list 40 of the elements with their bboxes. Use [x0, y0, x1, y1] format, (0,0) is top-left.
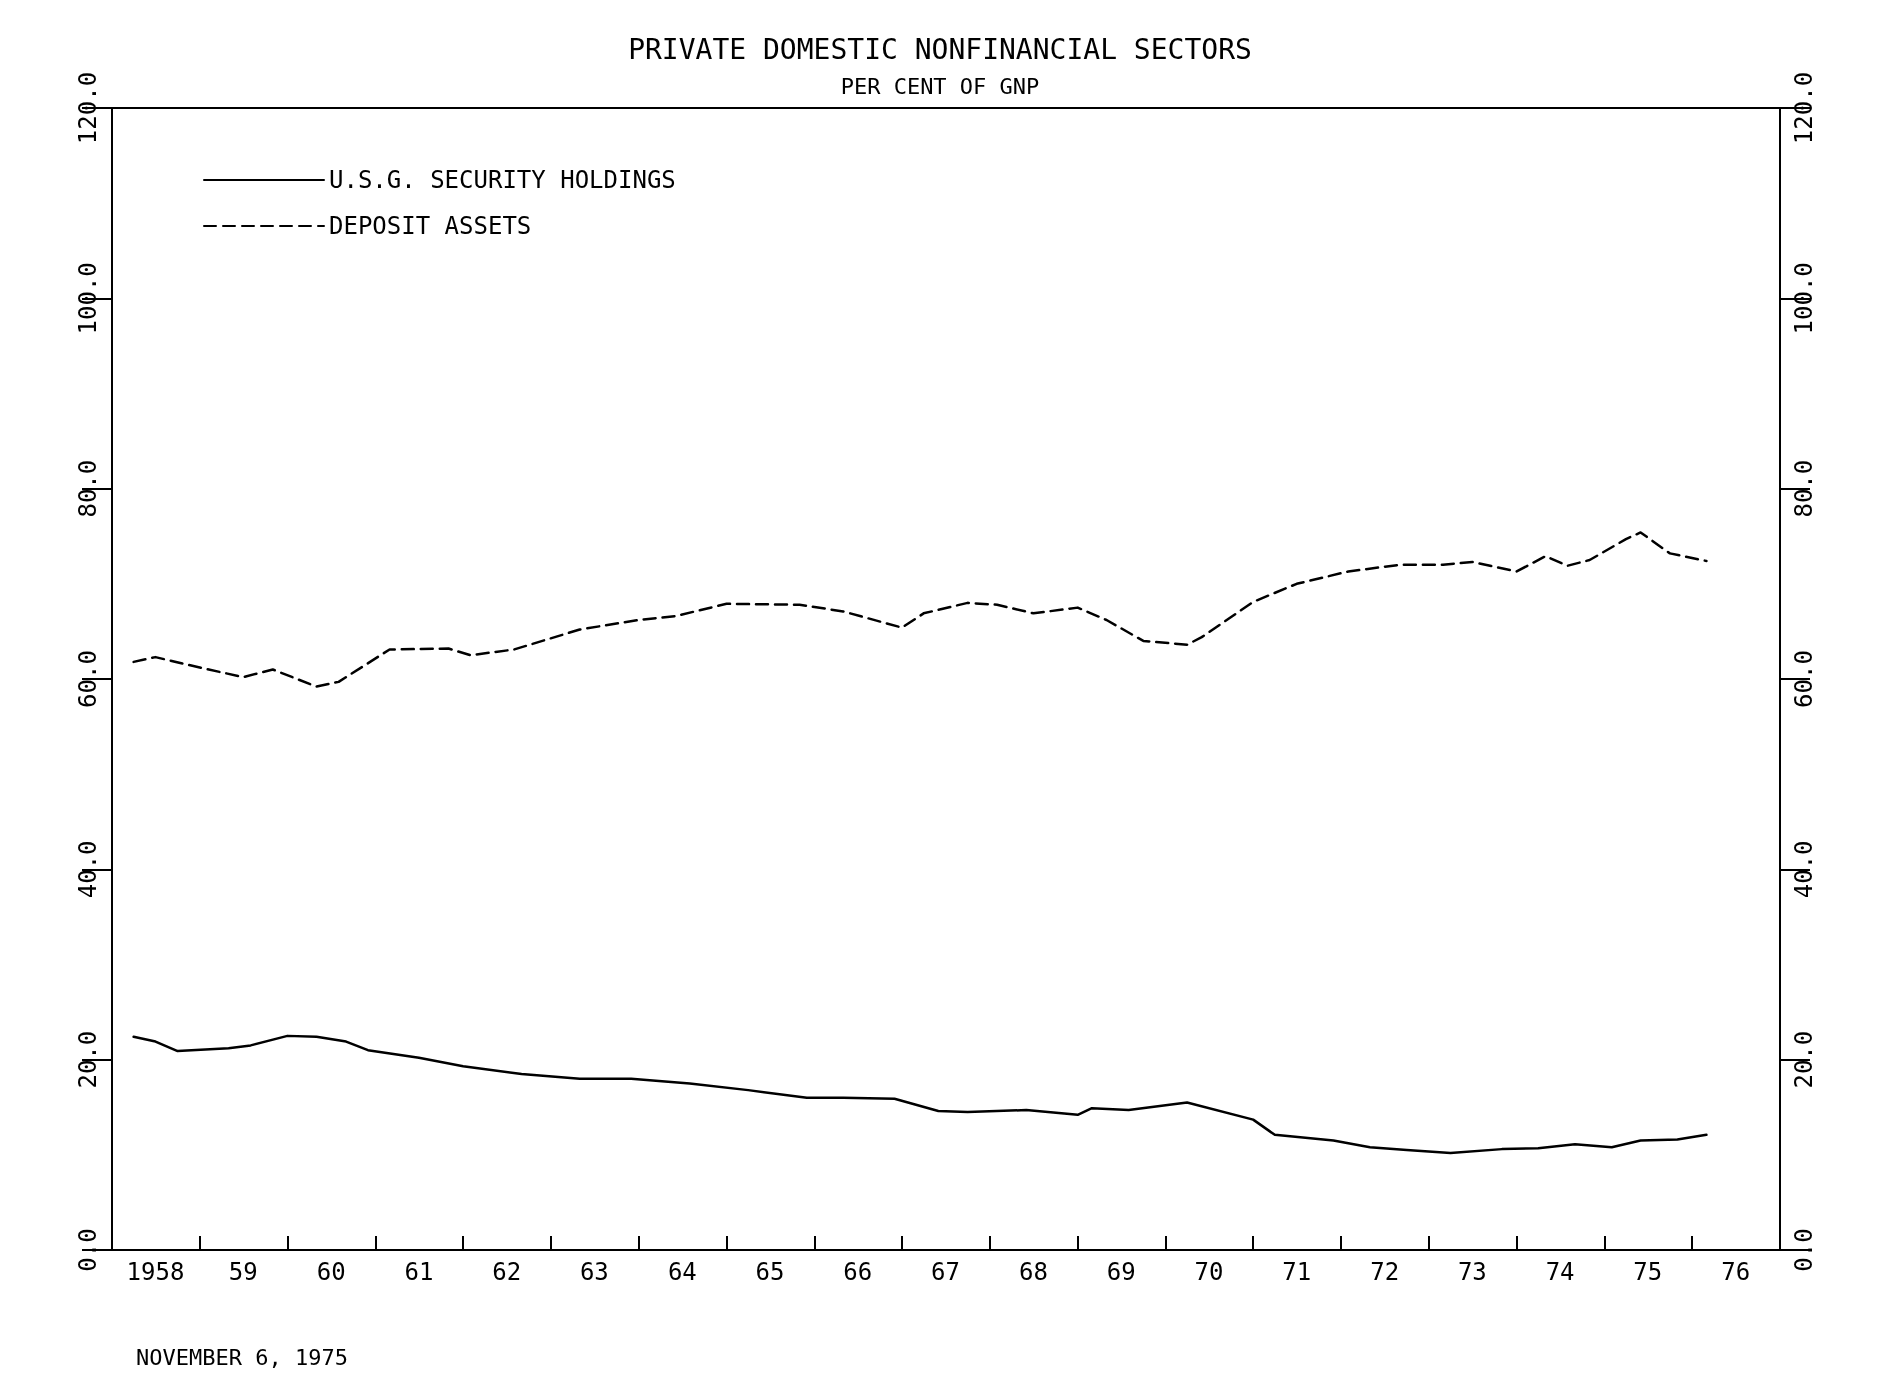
- y-tick-label: 120.0: [74, 71, 102, 145]
- y-tick-label: 60.0: [74, 650, 102, 708]
- legend-label: DEPOSIT ASSETS: [329, 212, 532, 240]
- x-tick-label: 65: [755, 1258, 785, 1286]
- chart-subtitle: PER CENT OF GNP: [840, 73, 1040, 99]
- y2-tick-label: 0.0: [1790, 1228, 1818, 1272]
- x-tick-label: 68: [1019, 1258, 1048, 1286]
- y-tick-label: 40.0: [74, 840, 102, 899]
- x-tick-label: 70: [1194, 1258, 1224, 1286]
- x-tick-label: 62: [492, 1258, 522, 1286]
- text: NOVEMBER 6, 1975: [136, 1344, 348, 1370]
- x-tick-label: 71: [1282, 1258, 1312, 1286]
- x-tick-label: 59: [228, 1258, 258, 1286]
- line-series: [132, 1034, 1708, 1155]
- x-tick-label: 66: [843, 1258, 873, 1286]
- x-tick-label: 73: [1457, 1258, 1487, 1286]
- y2-tick-label: 40.0: [1790, 840, 1818, 899]
- y2-tick-label: 100.0: [1790, 262, 1818, 335]
- y2-tick-label: 120.0: [1790, 71, 1818, 145]
- x-tick-label: 61: [404, 1258, 434, 1286]
- x-tick-label: 72: [1370, 1258, 1400, 1286]
- x-tick-label: 1958: [126, 1258, 185, 1286]
- y-tick-label: 20.0: [74, 1030, 102, 1089]
- line-series: [132, 531, 1708, 688]
- legend-label: U.S.G. SECURITY HOLDINGS: [329, 166, 676, 194]
- x-tick-label: 75: [1633, 1258, 1663, 1286]
- x-tick-label: 69: [1106, 1258, 1136, 1286]
- x-tick-label: 64: [667, 1258, 697, 1286]
- y-tick-label: 80.0: [74, 459, 102, 518]
- x-tick-label: 76: [1721, 1258, 1751, 1286]
- chart-title: PRIVATE DOMESTIC NONFINANCIAL SECTORS: [628, 32, 1252, 66]
- y-tick-label: 100.0: [74, 262, 102, 335]
- y-tick-label: 0.0: [74, 1228, 102, 1272]
- y2-tick-label: 80.0: [1790, 459, 1818, 518]
- y2-tick-label: 20.0: [1790, 1030, 1818, 1089]
- y2-tick-label: 60.0: [1790, 650, 1818, 708]
- x-tick-label: 63: [579, 1258, 609, 1286]
- x-tick-label: 67: [931, 1258, 960, 1286]
- x-tick-label: 74: [1545, 1258, 1575, 1286]
- x-tick-label: 60: [316, 1258, 346, 1286]
